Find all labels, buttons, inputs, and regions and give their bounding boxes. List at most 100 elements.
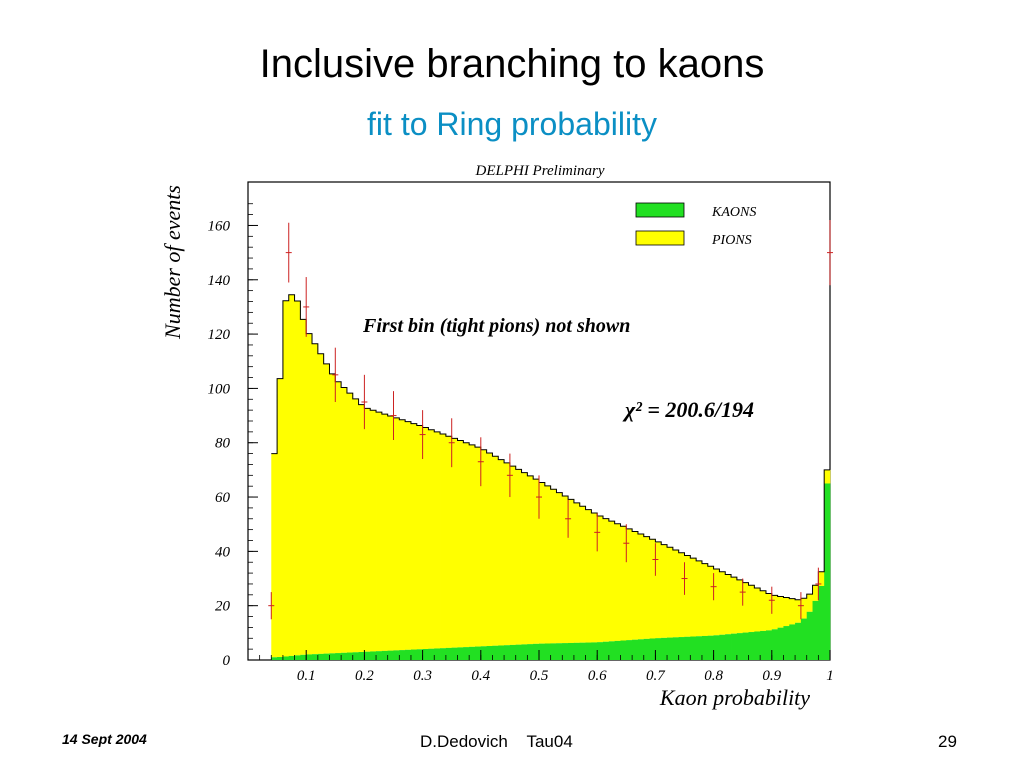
pions-bar [632,531,639,640]
pions-bar [603,518,610,642]
data-point [506,453,513,498]
pions-bar [521,472,528,645]
slide-subtitle: fit to Ring probability [367,106,657,142]
pions-bar [498,459,505,646]
legend-pions-swatch [635,230,685,246]
y-tick-label: 40 [215,544,231,560]
legend-kaons-swatch [635,202,685,218]
kaons-bar [684,636,691,660]
pions-bar [376,412,383,652]
kaons-bar [550,643,557,660]
pions-bar [463,442,470,648]
pions-bar [527,475,534,645]
pions-bar [323,363,330,654]
kaons-bar [422,649,429,660]
pions-bar [341,387,348,653]
pions-bar [550,489,557,644]
legend-pions-label: PIONS [711,233,752,248]
pions-bar [585,509,592,643]
footer-author-conference: D.Dedovich Tau04 [420,732,573,751]
kaons-bar [445,647,453,660]
x-tick-label: 0.7 [646,668,666,684]
pions-bar [701,563,709,636]
kaons-bar [585,642,592,660]
kaons-bar [509,644,517,660]
kaons-bar [527,644,534,660]
axes-layer: 0 20 40 60 80 100 120 140 160 0.1 0.2 0.3 0.4 0.5 0.6 0… [208,203,834,684]
pions-bar [457,440,464,648]
kaons-bar [410,649,418,660]
y-tick-label: 20 [215,599,231,615]
pions-bar [428,429,435,649]
kaons-bar [358,651,365,660]
data-point [419,410,426,460]
kaons-bar [504,645,511,660]
data-point [815,567,822,601]
pions-bar [795,599,802,623]
pions-bar [626,528,633,641]
pions-bar [777,596,784,628]
annotation-chi2: χ² = 200.6/194 [622,397,754,422]
pions-bar [562,496,569,644]
kaons-bar [777,627,784,660]
pions-bar [533,479,540,644]
kaons-bar [387,650,394,660]
pions-bar [434,431,441,649]
pions-bar [410,423,418,650]
pions-bar [707,566,714,636]
kaons-bar [341,652,348,660]
pions-bar [620,526,627,641]
footer-date: 14 Sept 2004 [62,731,147,747]
kaons-bar [579,642,586,660]
kaons-bar [789,624,796,660]
x-tick-label: 0.9 [762,668,781,684]
data-point [768,586,775,614]
pions-bar [818,571,825,586]
pions-bar [608,521,616,642]
pions-bar [300,319,307,655]
y-tick-label: 140 [208,273,231,289]
pions-bar [649,539,656,639]
pions-bar [783,597,790,627]
footer-page-number: 29 [938,732,957,751]
pions-bar [731,577,738,634]
pions-bar [440,434,447,649]
kaons-bar [381,650,389,660]
pions-bar [655,541,662,639]
data-point [361,374,368,430]
pions-bar [696,560,703,637]
pions-bar [480,449,488,647]
pions-bar [643,536,650,639]
kaons-bar [614,640,621,660]
kaons-bar [376,651,383,660]
pions-bar [294,300,301,656]
annotation-first-bin: First bin (tight pions) not shown [362,315,630,337]
data-point [285,222,292,283]
kaons-bar [765,630,773,660]
kaons-bar [364,651,371,660]
pions-bar [387,415,394,651]
pions-bar [719,571,726,635]
kaons-bar [824,483,831,660]
pions-bar [515,469,522,645]
pions-bar [306,333,313,655]
data-point [536,475,542,519]
pions-bar [736,579,744,634]
kaons-bar [760,630,767,660]
kaons-bar [812,600,819,660]
pions-bar [556,492,563,644]
kaons-bar [440,648,447,660]
pions-bar [800,598,808,619]
pions-bar [824,469,831,484]
kaons-bar [317,653,325,660]
kaons-bar [480,646,488,660]
data-point [268,592,275,620]
kaons-bar [643,638,650,660]
pions-bar [469,444,476,647]
x-tick-label: 0.3 [413,668,432,684]
pions-bar [352,398,359,653]
x-tick-label: 0.1 [297,668,316,684]
chart-title: DELPHI Preliminary [474,163,604,179]
kaons-bar [352,652,359,660]
pions-bar [335,381,342,654]
